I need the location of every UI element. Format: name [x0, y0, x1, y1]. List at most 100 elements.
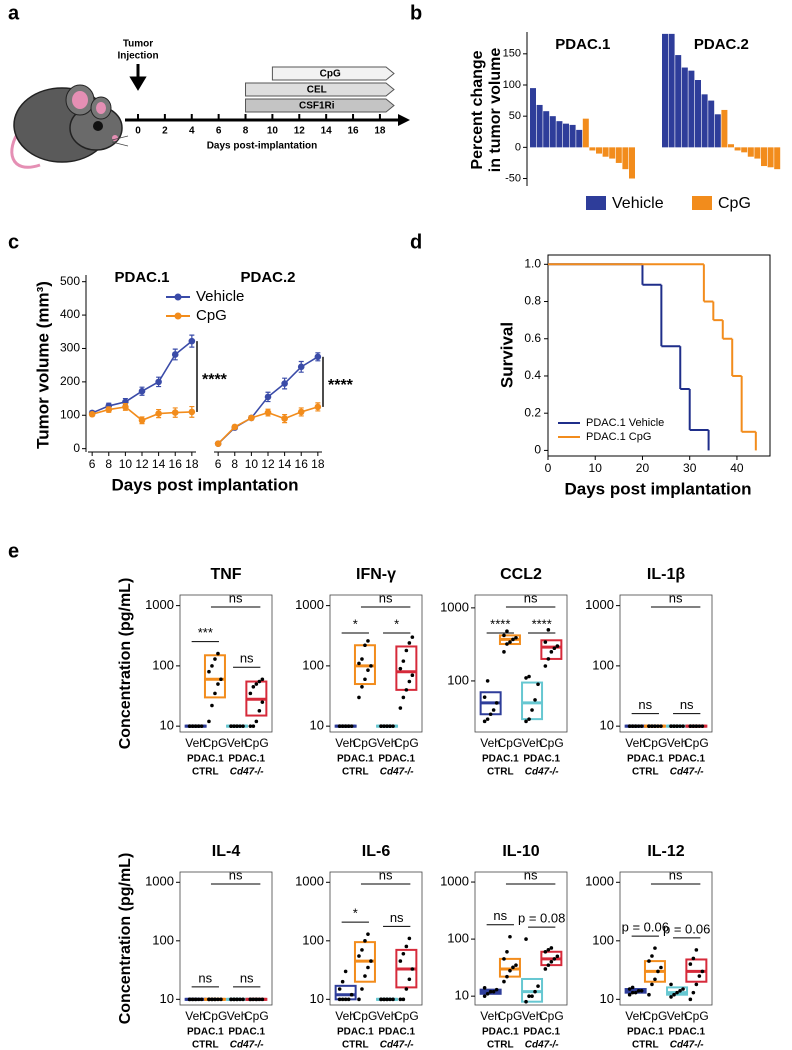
group-label: PDAC.1	[668, 1027, 705, 1038]
bar	[754, 147, 761, 159]
x-tick-label: Veh	[377, 736, 398, 750]
x-tick-label: 10	[589, 461, 603, 475]
data-point	[199, 997, 204, 1002]
data-point	[407, 936, 412, 941]
data-point	[357, 997, 361, 1002]
group-title: PDAC.1	[555, 36, 610, 53]
data-point	[410, 967, 415, 971]
x-tick-label: CpG	[643, 736, 668, 750]
data-point	[229, 724, 233, 728]
data-point	[219, 997, 223, 1002]
x-tick-label: Veh	[625, 1009, 646, 1023]
x-tick-label: Veh	[480, 1009, 501, 1023]
chart-title: TNF	[210, 566, 241, 583]
data-point	[681, 987, 685, 991]
data-point	[688, 962, 693, 966]
data-point	[314, 403, 322, 411]
data-point	[391, 724, 395, 728]
data-point	[155, 378, 162, 386]
plot-frame	[474, 871, 568, 1006]
plot-frame	[179, 594, 273, 733]
data-point	[281, 415, 288, 422]
panel-label: d	[410, 231, 422, 253]
legend-label: Vehicle	[612, 195, 664, 212]
treatment-bar	[271, 66, 395, 81]
data-point	[485, 992, 490, 996]
x-tick-label: CpG	[244, 736, 269, 750]
x-axis-label: Days post implantation	[111, 475, 298, 494]
significance-label: ****	[328, 377, 354, 394]
bar	[767, 147, 774, 168]
comparison-label: ns	[390, 910, 404, 925]
x-tick-label: Veh	[667, 736, 688, 750]
data-point	[404, 944, 409, 949]
y-tick-label: 1000	[145, 874, 174, 889]
data-point	[647, 724, 651, 728]
comparison-label: ns	[680, 697, 694, 712]
y-tick-label: 0	[534, 443, 541, 457]
data-point	[346, 724, 351, 728]
comparison-label: ns	[229, 867, 243, 882]
timeline-tick-label: 8	[243, 126, 249, 137]
bar	[714, 114, 721, 148]
data-point	[672, 724, 676, 728]
x-tick-label: CpG	[643, 1009, 668, 1023]
injection-label: Tumor	[123, 39, 153, 50]
data-point	[485, 679, 490, 683]
data-point	[366, 932, 370, 936]
y-axis-label: in tumor volume	[487, 48, 504, 173]
data-point	[401, 695, 406, 700]
x-tick-label: 6	[89, 457, 96, 471]
x-tick-label: CpG	[684, 1009, 709, 1023]
data-point	[404, 987, 409, 991]
data-point	[363, 677, 367, 682]
y-tick-label: 300	[60, 341, 80, 355]
data-point	[514, 963, 518, 967]
data-point	[639, 988, 644, 993]
x-tick-label: CpG	[203, 1009, 228, 1023]
x-tick-label: Veh	[522, 736, 543, 750]
data-point	[491, 989, 496, 994]
timeline-tick-label: 4	[189, 126, 195, 137]
data-point	[171, 351, 179, 358]
x-tick-label: Veh	[522, 1009, 543, 1023]
bar	[622, 147, 629, 170]
data-point	[672, 992, 676, 997]
data-point	[656, 969, 660, 974]
group-label: CTRL	[632, 767, 659, 778]
data-point	[366, 639, 370, 643]
x-tick-label: Veh	[335, 736, 356, 750]
data-point	[199, 724, 204, 728]
group-label: Cd47-/-	[380, 767, 415, 778]
bar	[668, 33, 675, 148]
y-axis-label: Tumor volume (mm³)	[33, 281, 52, 449]
x-tick-label: CpG	[394, 736, 419, 750]
data-point	[213, 657, 217, 661]
data-point	[193, 997, 198, 1002]
timeline-tick-label: 16	[347, 126, 359, 137]
x-tick-label: Veh	[227, 736, 248, 750]
plot-frame	[329, 871, 423, 1006]
data-point	[627, 724, 632, 728]
x-tick-label: CpG	[539, 1009, 564, 1023]
data-point	[675, 990, 679, 995]
x-tick-label: 8	[231, 457, 238, 471]
data-point	[232, 724, 236, 728]
x-tick-label: 14	[278, 457, 292, 471]
x-tick-label: 30	[683, 461, 697, 475]
x-tick-label: 12	[135, 457, 149, 471]
data-point	[555, 644, 560, 648]
x-tick-label: Veh	[377, 1009, 398, 1023]
comparison-label: ns	[493, 908, 507, 923]
bar	[569, 124, 576, 148]
y-tick-label: 1000	[585, 874, 614, 889]
x-tick-label: 16	[169, 457, 183, 471]
group-label: PDAC.1	[627, 1027, 664, 1038]
data-point	[694, 724, 699, 728]
comparison-label: ns	[198, 970, 212, 985]
data-point	[232, 997, 236, 1002]
chart-title: IL-4	[212, 843, 241, 860]
data-point	[138, 387, 146, 395]
data-point	[343, 969, 348, 974]
group-label: PDAC.1	[187, 754, 224, 765]
